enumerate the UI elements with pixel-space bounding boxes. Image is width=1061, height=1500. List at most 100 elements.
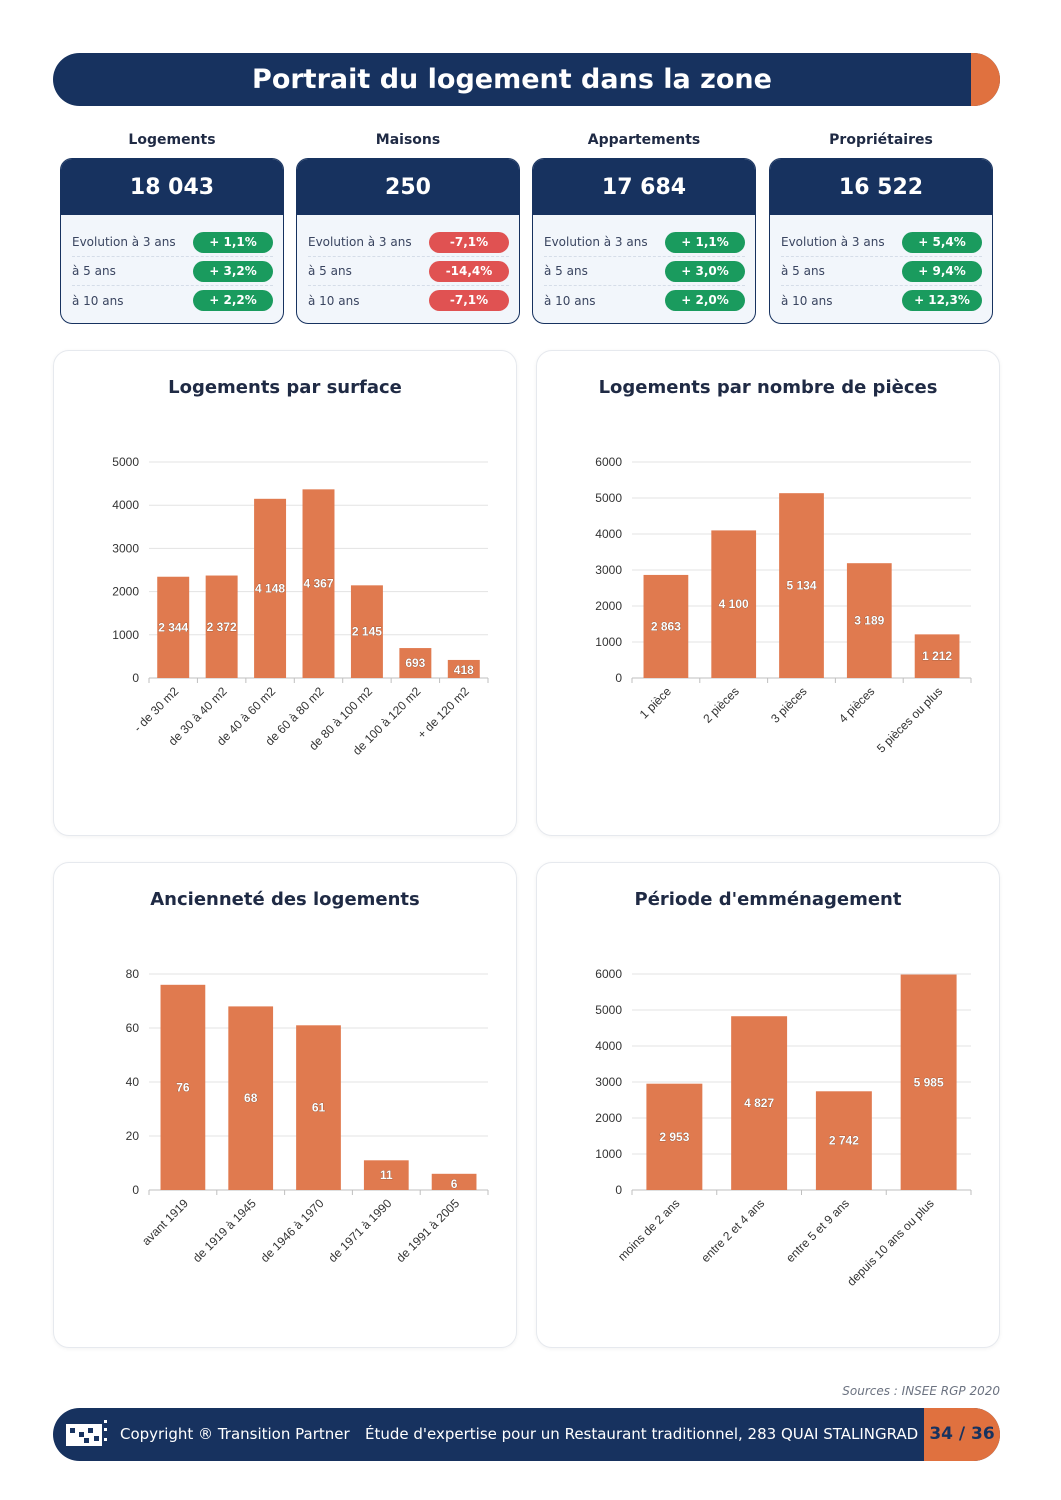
bar — [914, 634, 960, 678]
category-label: de 1971 à 1990 — [326, 1196, 395, 1265]
bar — [643, 574, 689, 678]
stat-row: à 5 ans + 3,0% — [544, 257, 745, 286]
y-tick-label: 2000 — [595, 1111, 622, 1125]
stat-label: Appartements — [587, 132, 701, 148]
data-label: 68 — [244, 1091, 258, 1105]
footer-study-title: Étude d'expertise pour un Restaurant tra… — [365, 1425, 919, 1443]
bar — [205, 575, 238, 678]
trend-badge: + 1,1% — [665, 231, 745, 253]
chart-panel-emmenagement: Période d'emménagement 0 1000 2000 3000 4000… — [536, 862, 1000, 1348]
bar — [363, 1160, 409, 1190]
footer-copyright: Copyright ® Transition Partner — [120, 1425, 350, 1443]
bar — [228, 1006, 274, 1190]
bar — [846, 563, 892, 678]
page-title: Portrait du logement dans la zone — [252, 64, 772, 95]
bar — [296, 1025, 341, 1190]
chart-title: Logements par surface — [168, 377, 402, 398]
y-tick-label: 2000 — [595, 599, 622, 613]
y-tick-label: 0 — [132, 1183, 139, 1197]
stat-value: 18 043 — [61, 159, 283, 215]
stat-row-label: à 10 ans — [72, 293, 124, 308]
stat-proprietaires: Propriétaires 16 522 Evolution à 3 ans + … — [769, 132, 993, 324]
stat-card: 16 522 Evolution à 3 ans + 5,4% à 5 ans + … — [769, 158, 993, 324]
stat-appartements: Appartements 17 684 Evolution à 3 ans + 1… — [532, 132, 756, 324]
trend-badge: + 2,2% — [193, 290, 273, 311]
data-label: 4 827 — [744, 1096, 774, 1110]
data-label: 418 — [454, 663, 474, 677]
chart-panel-surface: Logements par surface 0 1000 2000 3000 4000 5… — [53, 350, 517, 836]
category-label: moins de 2 ans — [615, 1196, 682, 1263]
y-tick-label: 0 — [615, 671, 622, 685]
chart-title: Période d'emménagement — [634, 889, 902, 910]
stat-row-label: Evolution à 3 ans — [72, 235, 176, 249]
stat-row-label: à 10 ans — [544, 293, 596, 308]
y-tick-label: 4000 — [595, 1039, 622, 1053]
y-tick-label: 3000 — [112, 541, 139, 555]
bar — [350, 585, 383, 678]
stat-row: Evolution à 3 ans + 1,1% — [72, 228, 273, 257]
y-tick-label: 4000 — [595, 527, 622, 541]
bar — [731, 1016, 788, 1190]
chart-panel-anciennete: Ancienneté des logements 0 20 40 60 80 76 avan… — [53, 862, 517, 1348]
stat-row: à 5 ans + 9,4% — [781, 257, 982, 286]
data-label: 6 — [451, 1177, 458, 1191]
chart-panel-pieces: Logements par nombre de pièces 0 1000 2000… — [536, 350, 1000, 836]
stat-logements: Logements 18 043 Evolution à 3 ans + 1,1%… — [60, 132, 284, 324]
category-label: 5 pièces ou plus — [874, 684, 945, 755]
category-label: entre 2 et 4 ans — [698, 1196, 767, 1265]
y-tick-label: 20 — [126, 1129, 140, 1143]
page-number: 34 / 36 — [924, 1408, 1000, 1461]
y-tick-label: 1000 — [595, 635, 622, 649]
bar — [399, 648, 432, 678]
stat-row-label: à 5 ans — [308, 264, 352, 278]
category-label: depuis 10 ans ou plus — [844, 1196, 936, 1288]
data-label: 5 134 — [786, 579, 816, 593]
y-tick-label: 1000 — [112, 628, 139, 642]
header-accent — [971, 53, 1000, 106]
y-tick-label: 4000 — [112, 498, 139, 512]
category-label: 1 pièce — [637, 684, 674, 721]
bar — [160, 984, 206, 1190]
stat-label: Propriétaires — [829, 132, 933, 148]
stat-row: à 5 ans + 3,2% — [72, 257, 273, 286]
bar — [646, 1083, 703, 1190]
stat-value: 17 684 — [533, 159, 755, 215]
trend-badge: + 3,0% — [665, 260, 745, 282]
sources-note: Sources : INSEE RGP 2020 — [842, 1384, 1000, 1398]
data-label: 693 — [405, 656, 425, 670]
stat-row: à 10 ans + 2,2% — [72, 286, 273, 315]
trend-badge: -14,4% — [429, 260, 509, 282]
bar — [431, 1173, 477, 1190]
data-label: 2 145 — [352, 625, 382, 639]
page-footer: Copyright ® Transition Partner Étude d'e… — [53, 1408, 1000, 1461]
stat-row: à 5 ans -14,4% — [308, 257, 509, 286]
stat-label: Logements — [128, 132, 216, 148]
stat-value: 250 — [297, 159, 519, 215]
stat-row-label: à 10 ans — [781, 293, 833, 308]
category-label: de 1919 à 1945 — [190, 1196, 259, 1265]
stat-row-label: à 5 ans — [544, 264, 588, 278]
trend-badge: -7,1% — [429, 231, 509, 253]
chart-pieces: 0 1000 2000 3000 4000 5000 6000 2 863 1 pièce 4 1… — [595, 455, 972, 755]
trend-badge: + 1,1% — [193, 231, 273, 253]
data-label: 61 — [312, 1101, 326, 1115]
data-label: 3 189 — [854, 614, 884, 628]
category-label: avant 1919 — [139, 1196, 191, 1248]
y-tick-label: 80 — [126, 967, 140, 981]
stat-row: à 10 ans + 12,3% — [781, 286, 982, 315]
y-tick-label: 0 — [132, 671, 139, 685]
category-label: entre 5 et 9 ans — [783, 1196, 852, 1265]
data-label: 2 742 — [829, 1134, 859, 1148]
trend-badge: + 9,4% — [902, 260, 982, 282]
trend-badge: + 3,2% — [193, 260, 273, 282]
bar — [900, 974, 957, 1190]
trend-badge: + 5,4% — [902, 231, 982, 253]
stat-row-label: Evolution à 3 ans — [781, 235, 885, 249]
y-tick-label: 40 — [126, 1075, 140, 1089]
data-label: 2 953 — [659, 1130, 689, 1144]
data-label: 4 100 — [719, 597, 749, 611]
data-label: 5 985 — [914, 1075, 944, 1089]
chart-emmenagement: 0 1000 2000 3000 4000 5000 6000 2 953 moins de 2… — [595, 967, 972, 1289]
bar — [302, 489, 335, 678]
